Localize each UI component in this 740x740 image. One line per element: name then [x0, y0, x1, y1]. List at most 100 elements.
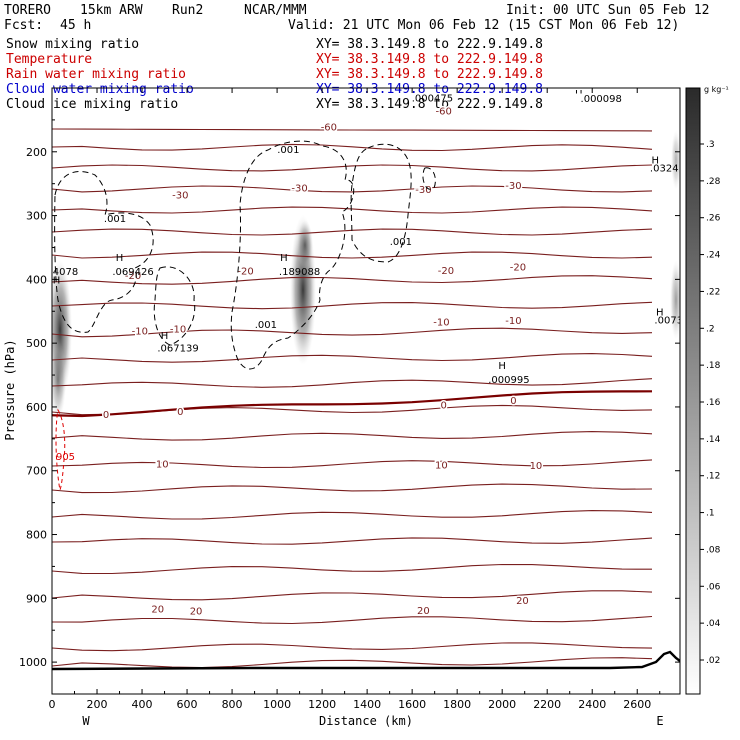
snow-core-east-upper [671, 130, 680, 190]
isotherm-label-19: 10 [435, 460, 448, 471]
extrema-label-14: .000098 [581, 94, 622, 105]
x-tick-label-6: 1200 [308, 698, 336, 711]
cloud-ice-contour-west-inner [153, 266, 196, 346]
colorbar-tick-label-8: .18 [706, 361, 721, 371]
isotherm-label-16: 0 [440, 400, 446, 411]
colorbar-tick-label-9: .2 [706, 324, 715, 334]
extrema-label-10: .001 [255, 320, 277, 331]
x-tick-label-5: 1000 [263, 698, 291, 711]
colorbar-tick-label-5: .12 [706, 472, 720, 482]
extrema-label-4: H [280, 253, 288, 264]
colorbar-gradient [685, 87, 701, 695]
isotherm-label-24: 20 [516, 596, 529, 607]
isotherm-19 [52, 590, 653, 601]
x-tick-label-0: 0 [49, 698, 56, 711]
model-name: TORERO [4, 3, 51, 18]
header: TORERO 15km ARW Run2 NCAR/MMM Init: 00 U… [4, 3, 710, 33]
isotherm-8 [52, 301, 653, 310]
x-tick-label-12: 2400 [578, 698, 606, 711]
extrema-label-7: .067139 [157, 344, 198, 355]
colorbar-tick-label-6: .14 [706, 435, 721, 445]
y-tick-label-0: 200 [26, 146, 47, 159]
x-tick-label-8: 1600 [398, 698, 426, 711]
isotherm-16 [52, 510, 653, 520]
isotherm-label-7: -20 [237, 266, 253, 277]
isotherm-label-21: 20 [151, 605, 164, 616]
fcst-label: Fcst: [4, 18, 43, 33]
run-id: Run2 [172, 3, 203, 18]
axes: Distance (km) Pressure (hPa) W E 0 200 400… [3, 87, 681, 728]
colorbar-tick-label-2: .06 [706, 582, 721, 592]
field-name-4: Cloud ice mixing ratio [6, 97, 178, 112]
x-tick-label-1: 200 [87, 698, 108, 711]
extrema-label-12: .000475 [412, 94, 453, 105]
colorbar-tick-label-13: .28 [706, 177, 721, 187]
y-tick-label-5: 700 [26, 465, 47, 478]
isotherm-3 [52, 185, 653, 193]
plot-frame [51, 87, 681, 695]
isotherm-1 [52, 143, 653, 152]
isotherm-label-10: -10 [132, 326, 148, 337]
isotherm-10 [52, 353, 653, 363]
field-xy-0: XY= 38.3.149.8 to 222.9.149.8 [316, 37, 543, 52]
freezing-level [52, 390, 653, 418]
isotherm-label-22: 20 [190, 606, 203, 617]
y-tick-label-2: 400 [26, 273, 47, 286]
extrema-label-3: .069426 [112, 267, 153, 278]
isotherm-label-23: 20 [417, 606, 430, 617]
cloud-ice-contour-east-small [422, 167, 436, 190]
y-tick-label-8: 1000 [19, 656, 47, 669]
extrema-label-1: 4078 [53, 267, 78, 278]
extrema-label-8: .001 [277, 145, 299, 156]
x-tick-label-9: 1800 [443, 698, 471, 711]
isotherm-12 [52, 404, 653, 416]
cloud-ice-contour-central-right [350, 143, 412, 263]
plot-area: -60 -60 -30 -30 -30 -30 -20 -20 -20 -20 -10 -10 -10 -… [52, 90, 683, 671]
isotherm-label-0: -60 [435, 106, 451, 117]
x-tick-label-7: 1400 [353, 698, 381, 711]
extrema-label-20: .000995 [488, 375, 529, 386]
y-tick-label-1: 300 [26, 210, 47, 223]
extrema-label-17: H [656, 307, 664, 318]
field-xy-2: XY= 38.3.149.8 to 222.9.149.8 [316, 67, 543, 82]
extrema-label-2: H [116, 253, 124, 264]
isotherm-label-3: -30 [291, 184, 307, 195]
x-tick-label-2: 400 [132, 698, 153, 711]
extrema-label-11: .001 [390, 237, 412, 248]
init-time: Init: 00 UTC Sun 05 Feb 12 [506, 3, 710, 18]
y-tick-label-4: 600 [26, 401, 47, 414]
colorbar-unit: g kg⁻¹ [704, 85, 729, 94]
x-tick-label-13: 2600 [623, 698, 651, 711]
isotherm-4 [52, 206, 653, 214]
isotherm-2 [52, 164, 653, 172]
field-name-0: Snow mixing ratio [6, 37, 139, 52]
y-axis-label: Pressure (hPa) [3, 339, 17, 440]
x-tick-label-10: 2000 [488, 698, 516, 711]
colorbar-tick-label-3: .08 [706, 545, 721, 555]
x-end-left: W [82, 714, 90, 728]
isotherm-17 [52, 537, 653, 545]
colorbar-tick-label-12: .26 [706, 214, 721, 224]
isotherm-9 [52, 327, 653, 338]
extrema-label-0: H [53, 275, 61, 286]
resolution: 15km ARW [80, 3, 143, 18]
isotherm-label-18: 10 [156, 460, 169, 471]
snow-core-central-upper [297, 220, 313, 270]
isotherm-15 [52, 483, 653, 494]
x-tick-label-4: 800 [222, 698, 243, 711]
isotherm-label-20: 10 [530, 461, 543, 472]
isotherm-label-8: -20 [438, 266, 454, 277]
isotherm-label-2: -30 [172, 191, 188, 202]
colorbar-tick-label-0: .02 [706, 656, 720, 666]
isotherm-0 [52, 128, 653, 132]
fcst-value: 45 h [60, 18, 91, 33]
x-tick-label-11: 2200 [533, 698, 561, 711]
isotherm-7 [52, 275, 653, 285]
isotherm-22 [52, 657, 653, 669]
isotherm-label-11: -10 [170, 324, 186, 335]
colorbar-tick-label-14: .3 [706, 140, 715, 150]
x-axis-label: Distance (km) [319, 714, 413, 728]
extrema-label-16: .0324 [650, 164, 679, 175]
extrema-label-18: .0073 [654, 316, 683, 327]
